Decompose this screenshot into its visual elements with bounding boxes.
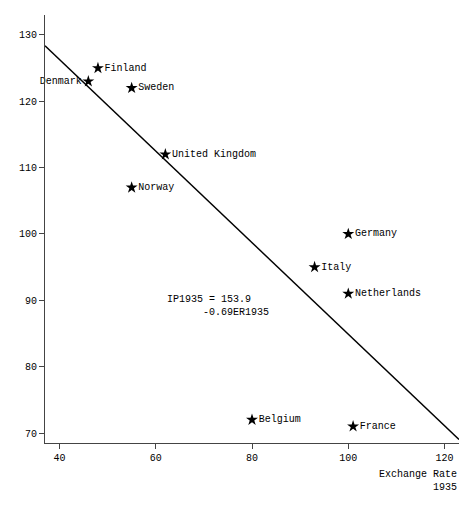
svg-text:100: 100 — [339, 453, 357, 464]
svg-text:120: 120 — [436, 453, 454, 464]
svg-text:100: 100 — [19, 229, 37, 240]
svg-text:130: 130 — [19, 30, 37, 41]
svg-text:70: 70 — [25, 429, 37, 440]
svg-text:Sweden: Sweden — [138, 82, 174, 93]
svg-text:80: 80 — [246, 453, 258, 464]
svg-text:France: France — [360, 421, 396, 432]
svg-text:United Kingdom: United Kingdom — [172, 149, 256, 160]
svg-text:Exchange Rate1935: Exchange Rate1935 — [379, 469, 457, 493]
svg-text:40: 40 — [53, 453, 65, 464]
svg-text:110: 110 — [19, 163, 37, 174]
svg-text:Finland: Finland — [105, 63, 147, 74]
svg-text:Germany: Germany — [355, 228, 397, 239]
svg-text:IP1935 = 153.9 -0.69ER193: IP1935 = 153.9 -0.69ER1935 — [167, 294, 269, 318]
svg-text:Belgium: Belgium — [259, 414, 301, 425]
svg-text:60: 60 — [150, 453, 162, 464]
svg-text:90: 90 — [25, 296, 37, 307]
svg-text:Netherlands: Netherlands — [355, 288, 421, 299]
svg-text:Denmark: Denmark — [40, 76, 82, 87]
svg-text:Italy: Italy — [321, 262, 351, 273]
svg-text:Norway: Norway — [138, 182, 174, 193]
svg-text:80: 80 — [25, 362, 37, 373]
svg-text:120: 120 — [19, 97, 37, 108]
